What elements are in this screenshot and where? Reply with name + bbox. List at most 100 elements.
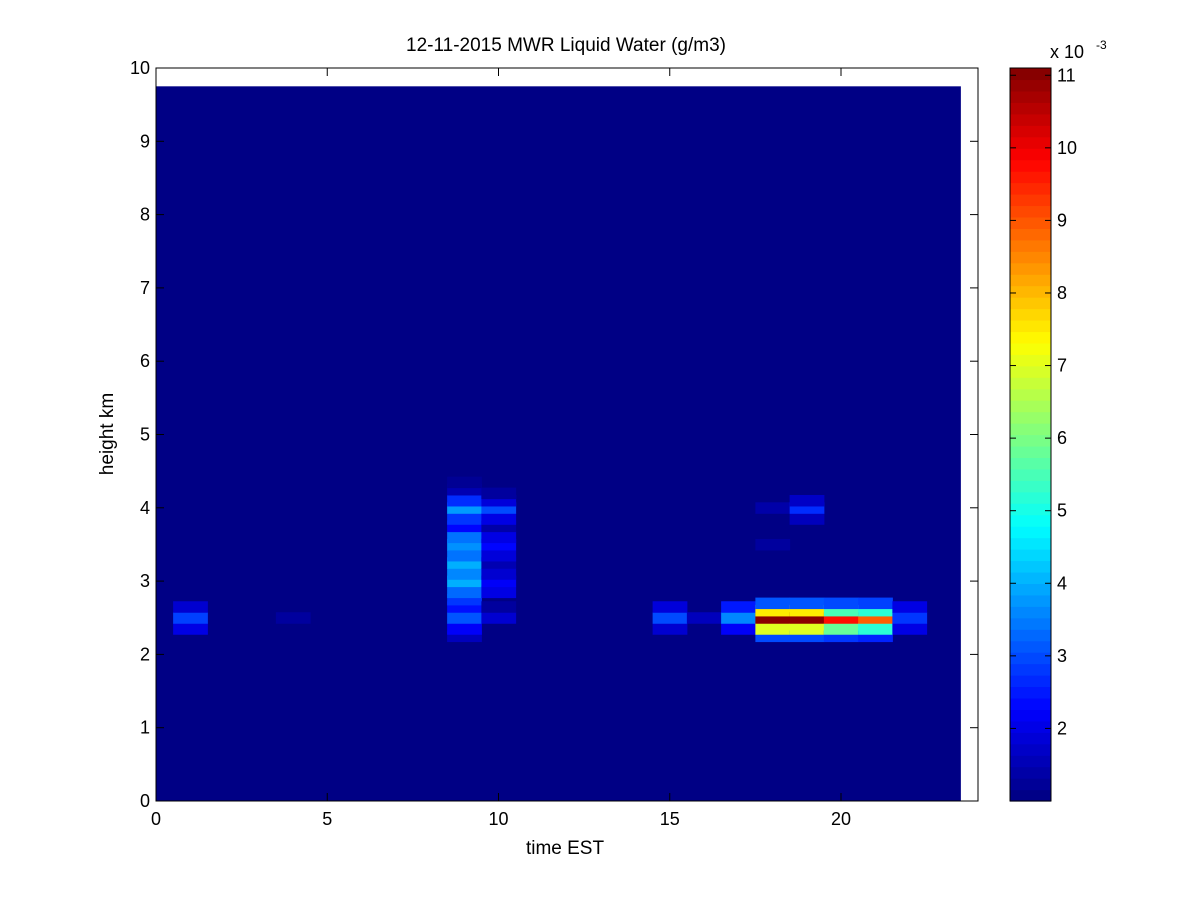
y-tick-label: 9 — [140, 131, 150, 151]
y-tick-label: 3 — [140, 571, 150, 591]
colorbar-step — [1010, 171, 1051, 184]
colorbar-step — [1010, 68, 1051, 81]
colorbar-ticks: 2 3 4 5 6 7 8 9 10 11 — [1010, 65, 1077, 738]
colorbar-step — [1010, 766, 1051, 779]
heatmap-cell — [892, 612, 928, 624]
heatmap-cell — [481, 601, 517, 613]
heatmap-cell — [789, 494, 825, 507]
colorbar-tick-label: 3 — [1057, 646, 1067, 666]
colorbar-step — [1010, 193, 1051, 207]
x-tick-label: 5 — [322, 809, 332, 829]
heatmap-cell — [481, 549, 517, 562]
heatmap-cell — [823, 623, 859, 635]
colorbar-step — [1010, 228, 1051, 241]
x-axis-ticks: 0 5 10 15 20 — [151, 68, 851, 829]
y-tick-label: 2 — [140, 644, 150, 664]
heatmap-cell — [447, 483, 482, 496]
heatmap-cell — [686, 612, 722, 624]
colorbar-tick-label: 6 — [1057, 428, 1067, 448]
x-tick-label: 15 — [660, 809, 680, 829]
heatmap-cell — [858, 612, 893, 624]
colorbar-step — [1010, 709, 1051, 722]
heatmap-cell — [789, 623, 825, 635]
colorbar-tick-label: 8 — [1057, 283, 1067, 303]
heatmap-cell — [755, 597, 791, 610]
colorbar-step — [1010, 388, 1051, 401]
colorbar-step — [1010, 239, 1051, 252]
x-tick-label: 0 — [151, 809, 161, 829]
colorbar-step — [1010, 697, 1051, 710]
heatmap-cell — [858, 597, 893, 610]
colorbar-step — [1010, 319, 1051, 333]
colorbar-step — [1010, 90, 1051, 103]
colorbar-step — [1010, 331, 1051, 344]
colorbar-exponent-power: -3 — [1096, 38, 1107, 52]
colorbar-step — [1010, 113, 1051, 126]
heatmap-cell — [481, 575, 517, 588]
colorbar-tick-label: 10 — [1057, 138, 1077, 158]
colorbar-step — [1010, 342, 1051, 355]
y-tick-label: 4 — [140, 498, 150, 518]
colorbar-step — [1010, 400, 1051, 413]
colorbar-tick-label: 9 — [1057, 210, 1067, 230]
heatmap-cell — [789, 604, 825, 617]
colorbar-step — [1010, 640, 1051, 653]
heatmap-cell — [275, 612, 311, 624]
heatmap-cell — [755, 630, 791, 643]
colorbar-step — [1010, 606, 1051, 619]
heatmap-cell — [447, 557, 482, 569]
heatmap-cell — [789, 513, 825, 525]
heatmap-cell — [652, 612, 688, 624]
colorbar-step — [1010, 468, 1051, 481]
heatmap-cell — [755, 623, 791, 635]
colorbar-step — [1010, 434, 1051, 447]
colorbar — [1010, 68, 1051, 802]
colorbar-step — [1010, 732, 1051, 745]
heatmap-cell — [447, 520, 482, 533]
colorbar-step — [1010, 663, 1051, 676]
colorbar-tick-label: 4 — [1057, 573, 1067, 593]
heatmap-cell — [481, 487, 517, 500]
heatmap-cell — [755, 538, 791, 551]
heatmap-cell — [789, 502, 825, 514]
heatmap-cell — [447, 612, 482, 624]
heatmap-cell — [481, 557, 517, 569]
heatmap-cell — [447, 586, 482, 599]
colorbar-step — [1010, 79, 1051, 92]
heatmap-cell — [481, 502, 517, 514]
colorbar-tick-label: 5 — [1057, 501, 1067, 521]
heatmap-cell — [481, 531, 517, 544]
y-tick-label: 1 — [140, 718, 150, 738]
colorbar-step — [1010, 445, 1051, 459]
colorbar-step — [1010, 251, 1051, 264]
colorbar-step — [1010, 594, 1051, 607]
heatmap-cell — [823, 612, 859, 624]
y-tick-label: 7 — [140, 278, 150, 298]
x-axis-label: time EST — [526, 838, 605, 859]
heatmap-cell — [447, 601, 482, 613]
y-tick-label: 5 — [140, 425, 150, 445]
colorbar-step — [1010, 503, 1051, 516]
heatmap-cell — [858, 630, 893, 643]
colorbar-step — [1010, 148, 1051, 161]
heatmap-cell — [481, 520, 517, 533]
heatmap-cell — [481, 494, 517, 507]
colorbar-step — [1010, 274, 1051, 287]
heatmap-cell — [858, 604, 893, 617]
heatmap-cell — [755, 612, 791, 624]
heatmap-cell — [892, 601, 928, 613]
colorbar-step — [1010, 377, 1051, 390]
colorbar-step — [1010, 789, 1051, 802]
heatmap-cell — [721, 612, 756, 624]
heatmap-cell — [721, 623, 756, 635]
colorbar-step — [1010, 617, 1051, 630]
colorbar-step — [1010, 686, 1051, 699]
colorbar-step — [1010, 136, 1051, 149]
heatmap-cell — [858, 623, 893, 635]
heatmap-cell — [447, 575, 482, 588]
heatmap-cell — [652, 601, 688, 613]
colorbar-tick-label: 7 — [1057, 356, 1067, 376]
colorbar-step — [1010, 308, 1051, 321]
colorbar-step — [1010, 365, 1051, 378]
